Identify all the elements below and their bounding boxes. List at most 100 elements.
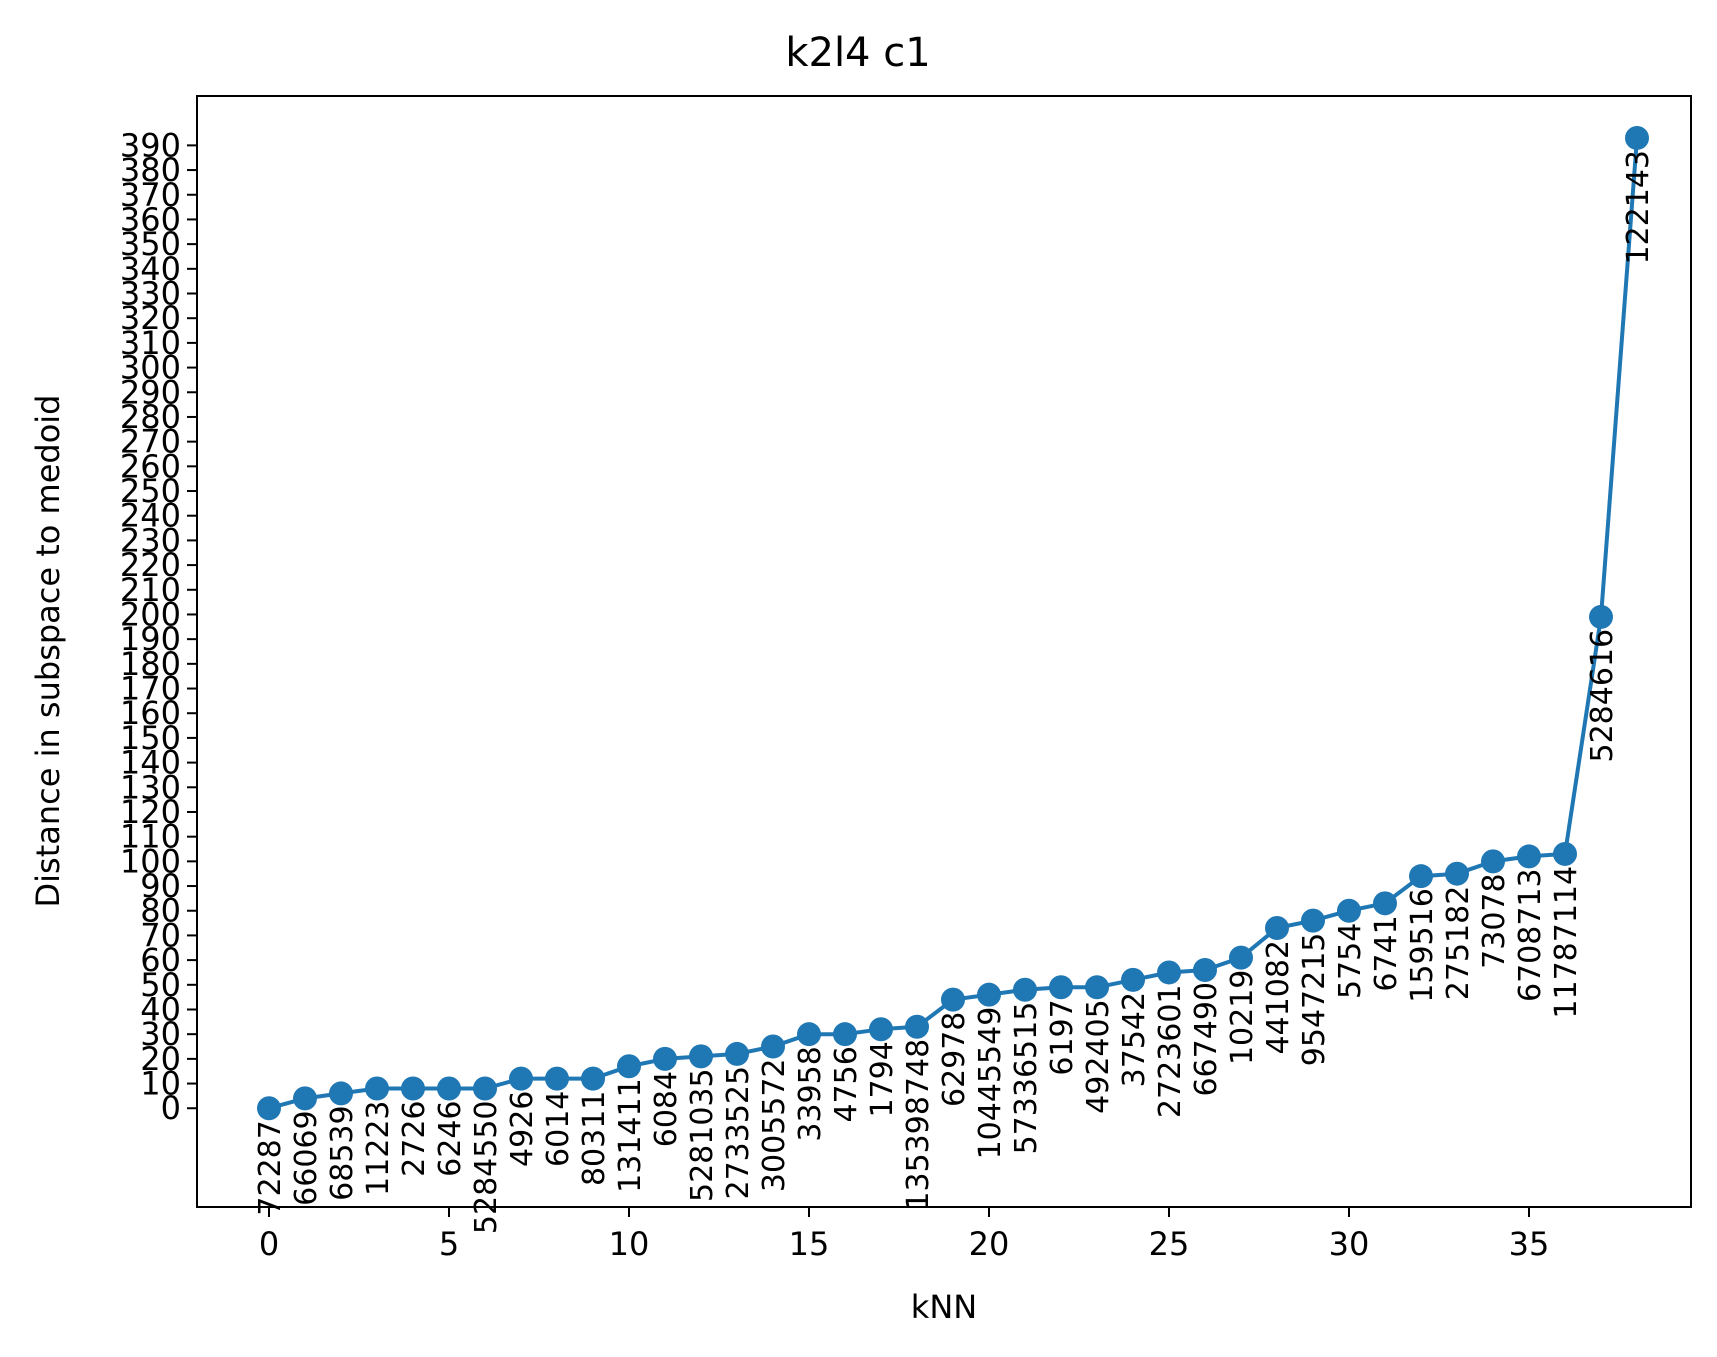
y-tick-label: 340	[120, 250, 181, 288]
data-point	[401, 1076, 425, 1101]
data-point	[1013, 977, 1037, 1002]
y-tick-label: 150	[120, 719, 181, 757]
data-point	[257, 1096, 281, 1121]
y-axis-label: Distance in subspace to medoid	[29, 395, 67, 908]
data-point	[869, 1017, 893, 1042]
point-label: 2723601	[1153, 985, 1188, 1119]
point-label: 5284616	[1585, 629, 1620, 763]
y-tick-label: 160	[120, 694, 181, 732]
point-label: 57336515	[1009, 1002, 1044, 1155]
data-point	[833, 1022, 857, 1047]
point-label: 135398748	[901, 1039, 936, 1211]
y-tick-label: 270	[120, 423, 181, 461]
point-label: 6014	[541, 1091, 576, 1167]
data-point	[797, 1022, 821, 1047]
point-label: 11787114	[1549, 866, 1584, 1019]
x-tick-label: 5	[439, 1225, 459, 1263]
point-label: 62978	[937, 1012, 972, 1107]
y-tick-label: 320	[120, 299, 181, 337]
data-point	[1337, 898, 1361, 923]
y-tick-label: 200	[120, 595, 181, 633]
data-points	[257, 125, 1649, 1121]
y-axis-ticks: 0102030405060708090100110120130140150160…	[120, 126, 197, 1127]
y-tick-label: 120	[120, 793, 181, 831]
y-tick-label: 30	[140, 1015, 181, 1053]
data-point	[689, 1044, 713, 1069]
data-point	[293, 1086, 317, 1111]
y-tick-label: 10	[140, 1065, 181, 1103]
y-tick-label: 130	[120, 768, 181, 806]
x-tick-label: 20	[969, 1225, 1010, 1263]
point-label: 73078	[1477, 873, 1512, 968]
y-tick-label: 390	[120, 126, 181, 164]
y-tick-label: 280	[120, 398, 181, 436]
data-point	[1265, 916, 1289, 941]
y-tick-label: 140	[120, 744, 181, 782]
point-label: 6197	[1045, 999, 1080, 1075]
data-point	[581, 1066, 605, 1091]
data-point	[617, 1054, 641, 1079]
y-tick-label: 190	[120, 620, 181, 658]
point-label: 1794	[865, 1041, 900, 1117]
data-point	[1085, 975, 1109, 1000]
data-point	[1553, 841, 1577, 866]
data-point	[473, 1076, 497, 1101]
y-tick-label: 40	[140, 990, 181, 1028]
x-tick-label: 0	[259, 1225, 279, 1263]
point-label: 37542	[1117, 992, 1152, 1087]
y-tick-label: 20	[140, 1040, 181, 1078]
point-label: 2733525	[721, 1066, 756, 1200]
point-label: 33958	[793, 1046, 828, 1141]
data-point	[1517, 844, 1541, 869]
y-tick-label: 170	[120, 670, 181, 708]
point-label: 72287	[253, 1120, 288, 1215]
y-tick-label: 60	[140, 941, 181, 979]
point-label: 2726	[397, 1101, 432, 1177]
x-tick-label: 35	[1509, 1225, 1550, 1263]
y-tick-label: 300	[120, 349, 181, 387]
data-point	[1157, 960, 1181, 985]
data-point	[725, 1041, 749, 1066]
y-tick-label: 260	[120, 447, 181, 485]
y-tick-label: 50	[140, 966, 181, 1004]
chart-title: k2l4 c1	[785, 30, 930, 76]
data-point	[1193, 957, 1217, 982]
data-point	[1625, 125, 1649, 150]
data-point	[509, 1066, 533, 1091]
data-point	[941, 987, 965, 1012]
point-labels: 72287 66069 68539 11223 2726 6246 5284550 4926 6…	[253, 150, 1656, 1234]
y-tick-label: 230	[120, 521, 181, 559]
point-label: 66069	[289, 1110, 324, 1205]
x-tick-label: 30	[1329, 1225, 1370, 1263]
data-point	[1409, 864, 1433, 889]
y-tick-label: 80	[140, 892, 181, 930]
point-label: 4926	[505, 1091, 540, 1167]
data-point	[977, 982, 1001, 1007]
point-label: 6708713	[1513, 868, 1548, 1002]
data-point	[1301, 908, 1325, 933]
point-label: 80311	[577, 1091, 612, 1186]
point-label: 5281035	[685, 1068, 720, 1202]
point-label: 5754	[1333, 923, 1368, 999]
point-label: 68539	[325, 1105, 360, 1200]
point-label: 11223	[361, 1101, 396, 1196]
y-tick-label: 100	[120, 842, 181, 880]
point-label: 10445549	[973, 1007, 1008, 1160]
y-tick-label: 70	[140, 916, 181, 954]
point-label: 6246	[433, 1101, 468, 1177]
point-label: 492405	[1081, 999, 1116, 1114]
x-tick-label: 25	[1149, 1225, 1190, 1263]
x-axis-ticks: 0 5 10 15 20 25 30 35	[259, 1207, 1550, 1263]
y-tick-label: 290	[120, 373, 181, 411]
point-label: 122143	[1621, 150, 1656, 265]
data-point	[761, 1034, 785, 1059]
y-tick-label: 220	[120, 546, 181, 584]
y-tick-label: 360	[120, 200, 181, 238]
point-label: 441082	[1261, 940, 1296, 1055]
data-point	[1229, 945, 1253, 970]
point-label: 9547215	[1297, 933, 1332, 1067]
data-point	[905, 1014, 929, 1039]
point-label: 159516	[1405, 888, 1440, 1003]
y-tick-label: 180	[120, 645, 181, 683]
